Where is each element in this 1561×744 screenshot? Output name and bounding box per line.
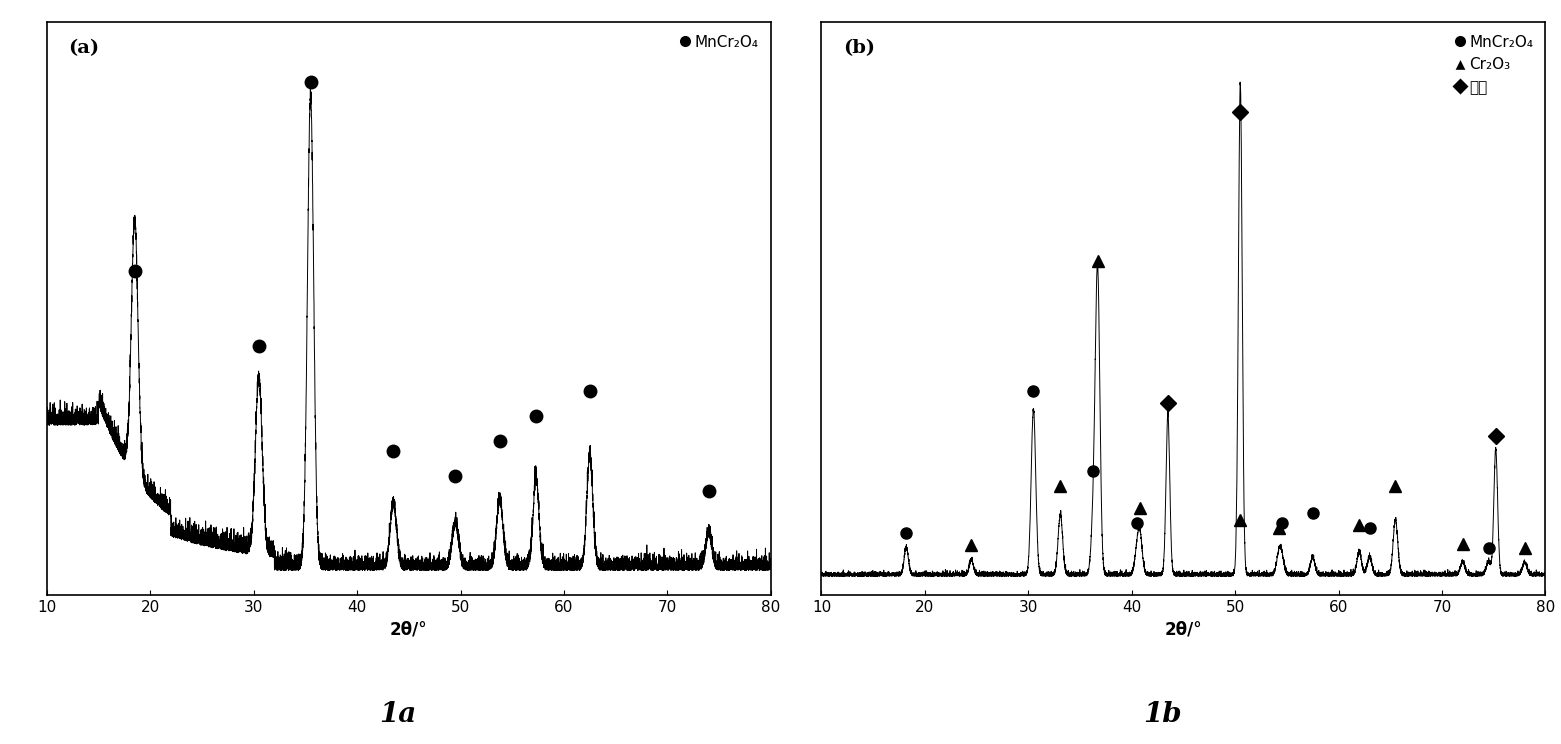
Text: (b): (b) — [843, 39, 876, 57]
Text: 1b: 1b — [1144, 701, 1182, 728]
X-axis label: 2θ/°: 2θ/° — [1165, 620, 1202, 638]
Legend: MnCr₂O₄, Cr₂O₃, 基体: MnCr₂O₄, Cr₂O₃, 基体 — [1450, 30, 1538, 100]
X-axis label: 2θ/°: 2θ/° — [390, 620, 428, 638]
Text: (a): (a) — [69, 39, 100, 57]
Text: 1a: 1a — [379, 701, 417, 728]
Legend: MnCr₂O₄: MnCr₂O₄ — [676, 30, 763, 54]
